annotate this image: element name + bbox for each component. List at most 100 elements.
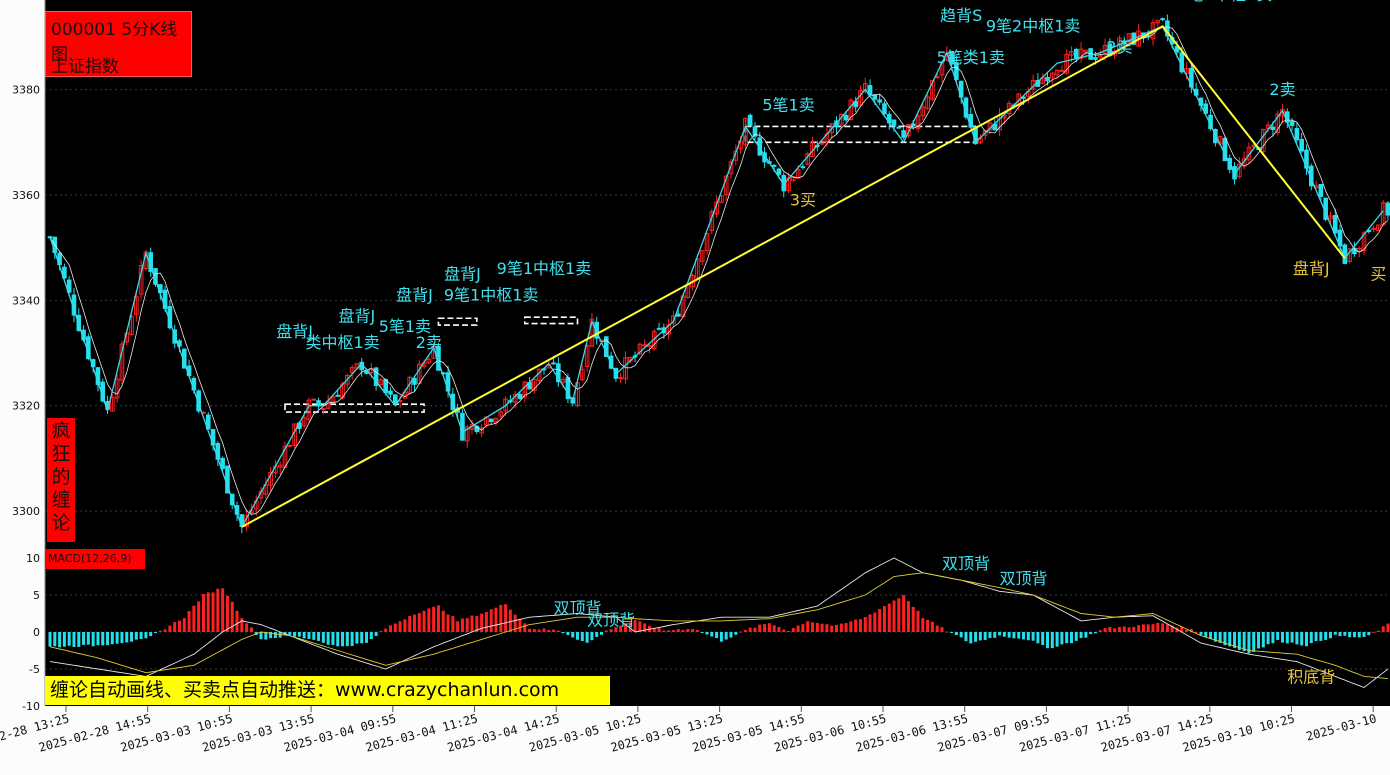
macd-bar bbox=[451, 616, 455, 632]
macd-bar bbox=[62, 632, 66, 647]
macd-bar bbox=[753, 627, 757, 632]
macd-bar bbox=[379, 630, 383, 632]
candle-body bbox=[954, 62, 959, 81]
candle-body bbox=[1371, 227, 1376, 230]
candle-body bbox=[1054, 69, 1060, 76]
macd-bar bbox=[743, 629, 747, 632]
candle-body bbox=[982, 130, 988, 136]
macd-bar bbox=[1002, 632, 1006, 637]
macd-bar bbox=[911, 606, 915, 632]
macd-bar bbox=[609, 629, 613, 632]
macd-bar bbox=[801, 624, 805, 632]
macd-signal-label: 双顶背 bbox=[1000, 569, 1048, 588]
candle-body bbox=[1352, 247, 1357, 255]
macd-bar bbox=[758, 624, 762, 632]
macd-bar bbox=[1218, 632, 1222, 643]
macd-bar bbox=[849, 621, 853, 632]
macd-bar bbox=[201, 593, 205, 632]
candle-body bbox=[474, 425, 480, 432]
macd-bar bbox=[926, 619, 930, 632]
macd-bar bbox=[662, 630, 666, 632]
macd-bar bbox=[715, 632, 719, 639]
macd-bar bbox=[412, 614, 416, 632]
macd-tick-label: 5 bbox=[33, 589, 40, 602]
macd-bar bbox=[739, 631, 743, 633]
macd-bar bbox=[1266, 632, 1270, 645]
price-tick-label: 3360 bbox=[12, 189, 40, 202]
macd-bar bbox=[436, 605, 440, 632]
macd-tick-label: -5 bbox=[29, 663, 40, 676]
y-axis: 3300 3320 3340 3360 3380 -10 -5 0 5 10 bbox=[12, 84, 40, 713]
macd-bar bbox=[1122, 626, 1126, 632]
candle-body bbox=[392, 394, 398, 405]
macd-bar bbox=[130, 632, 134, 642]
macd-bar bbox=[1319, 632, 1323, 641]
candle-body bbox=[388, 390, 393, 395]
candle-body bbox=[882, 103, 887, 115]
macd-bar bbox=[1285, 632, 1289, 644]
macd-bar bbox=[350, 632, 354, 647]
macd-bar bbox=[499, 604, 503, 632]
macd-bar bbox=[1228, 632, 1232, 647]
candle-body bbox=[464, 426, 470, 442]
candle-body bbox=[129, 315, 134, 336]
brand-side-label: 疯 狂 的 缠 论 bbox=[47, 418, 75, 542]
candle-body bbox=[407, 376, 412, 394]
candle-body bbox=[1189, 67, 1194, 88]
macd-bar bbox=[1357, 632, 1361, 638]
signal-label: 2卖 bbox=[416, 333, 442, 352]
candle-body bbox=[62, 266, 67, 279]
macd-bar bbox=[264, 632, 268, 640]
candle-body bbox=[1299, 138, 1304, 152]
candle-body bbox=[134, 295, 139, 315]
macd-bar bbox=[1060, 632, 1064, 645]
macd-bar bbox=[724, 632, 728, 640]
candle-body bbox=[623, 357, 628, 380]
candle-body bbox=[829, 123, 834, 134]
macd-bar bbox=[1189, 629, 1193, 632]
segment-lines bbox=[241, 25, 1346, 528]
macd-bar bbox=[408, 616, 412, 632]
candle-body bbox=[335, 394, 341, 397]
macd-tick-label: -10 bbox=[22, 700, 40, 713]
macd-bar bbox=[317, 632, 321, 641]
macd-bar bbox=[950, 632, 954, 633]
macd-bar bbox=[1338, 632, 1342, 637]
macd-bar bbox=[844, 623, 848, 632]
macd-bar bbox=[154, 632, 158, 633]
macd-bar bbox=[518, 618, 522, 632]
macd-bar bbox=[336, 632, 340, 647]
side-char: 狂 bbox=[51, 443, 71, 465]
macd-bar bbox=[1381, 626, 1385, 632]
macd-bar bbox=[1185, 629, 1189, 632]
macd-bar bbox=[700, 632, 704, 633]
candle-body bbox=[1318, 183, 1324, 197]
candle-body bbox=[800, 166, 806, 169]
candle-body bbox=[1174, 45, 1180, 53]
macd-bar bbox=[729, 632, 733, 638]
macd-bar bbox=[1117, 626, 1121, 632]
candle-body bbox=[1332, 215, 1338, 234]
macd-bar bbox=[1108, 626, 1112, 632]
macd-bar bbox=[873, 612, 877, 632]
candle-body bbox=[1050, 72, 1055, 79]
candle-body bbox=[345, 374, 350, 385]
macd-bar bbox=[935, 625, 939, 632]
macd-bar bbox=[1247, 632, 1251, 654]
candle-body bbox=[1328, 215, 1333, 219]
promo-banner[interactable]: 缠论自动画线、买卖点自动推送：www.crazychanlun.com bbox=[45, 676, 610, 705]
macd-bar bbox=[930, 621, 934, 632]
signal-label: 盘背J bbox=[339, 306, 376, 325]
macd-bar bbox=[585, 632, 589, 643]
macd-bar bbox=[983, 632, 987, 641]
candle-body bbox=[301, 417, 307, 427]
macd-bar bbox=[1050, 632, 1054, 649]
candle-body bbox=[901, 130, 906, 138]
macd-bar bbox=[974, 632, 978, 642]
macd-bar bbox=[834, 624, 838, 632]
macd-bar bbox=[91, 632, 95, 647]
macd-bar bbox=[1069, 632, 1073, 644]
candle-body bbox=[723, 175, 729, 196]
candle-body bbox=[1045, 76, 1050, 82]
macd-bar bbox=[1333, 632, 1337, 635]
